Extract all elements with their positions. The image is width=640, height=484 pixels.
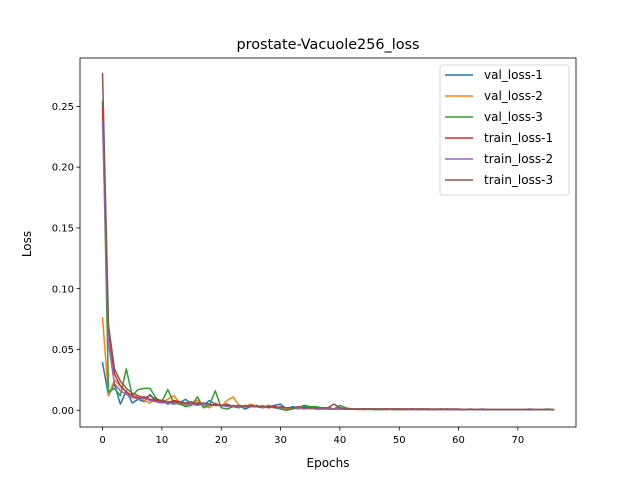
x-tick-label: 40 xyxy=(333,435,346,446)
plot-frame xyxy=(79,57,577,428)
x-tick-label: 10 xyxy=(156,435,169,446)
legend-label: train_loss-2 xyxy=(484,152,553,166)
y-tick-label: 0.00 xyxy=(52,406,74,417)
legend-label: train_loss-1 xyxy=(484,131,553,145)
series-layer xyxy=(101,72,555,411)
x-axis-label: Epochs xyxy=(307,456,350,470)
x-tick-label: 30 xyxy=(274,435,287,446)
x-axis-ticks: 0 10 20 30 40 50 60 70 xyxy=(99,427,524,446)
legend-label: val_loss-3 xyxy=(484,110,543,124)
legend-label: train_loss-3 xyxy=(484,173,553,187)
legend-label: val_loss-2 xyxy=(484,89,543,103)
x-tick-label: 0 xyxy=(99,435,105,446)
legend-frame xyxy=(439,64,570,196)
y-tick-label: 0.10 xyxy=(52,284,74,295)
chart-title: prostate-Vacuole256_loss xyxy=(236,37,419,53)
y-tick-label: 0.05 xyxy=(52,345,74,356)
x-tick-label: 60 xyxy=(452,435,465,446)
legend-label: val_loss-1 xyxy=(484,68,543,82)
x-tick-label: 20 xyxy=(215,435,228,446)
x-tick-label: 50 xyxy=(393,435,406,446)
legend: val_loss-1 val_loss-2 val_loss-3 train_loss… xyxy=(439,64,570,196)
y-axis-ticks: 0.00 0.05 0.10 0.15 0.20 0.25 xyxy=(52,102,80,417)
series-line-train_loss-3 xyxy=(101,72,555,411)
y-tick-label: 0.25 xyxy=(52,102,74,113)
x-tick-label: 70 xyxy=(511,435,524,446)
y-tick-label: 0.20 xyxy=(52,163,74,174)
y-tick-label: 0.15 xyxy=(52,224,74,235)
y-axis-label: Loss xyxy=(20,231,34,257)
